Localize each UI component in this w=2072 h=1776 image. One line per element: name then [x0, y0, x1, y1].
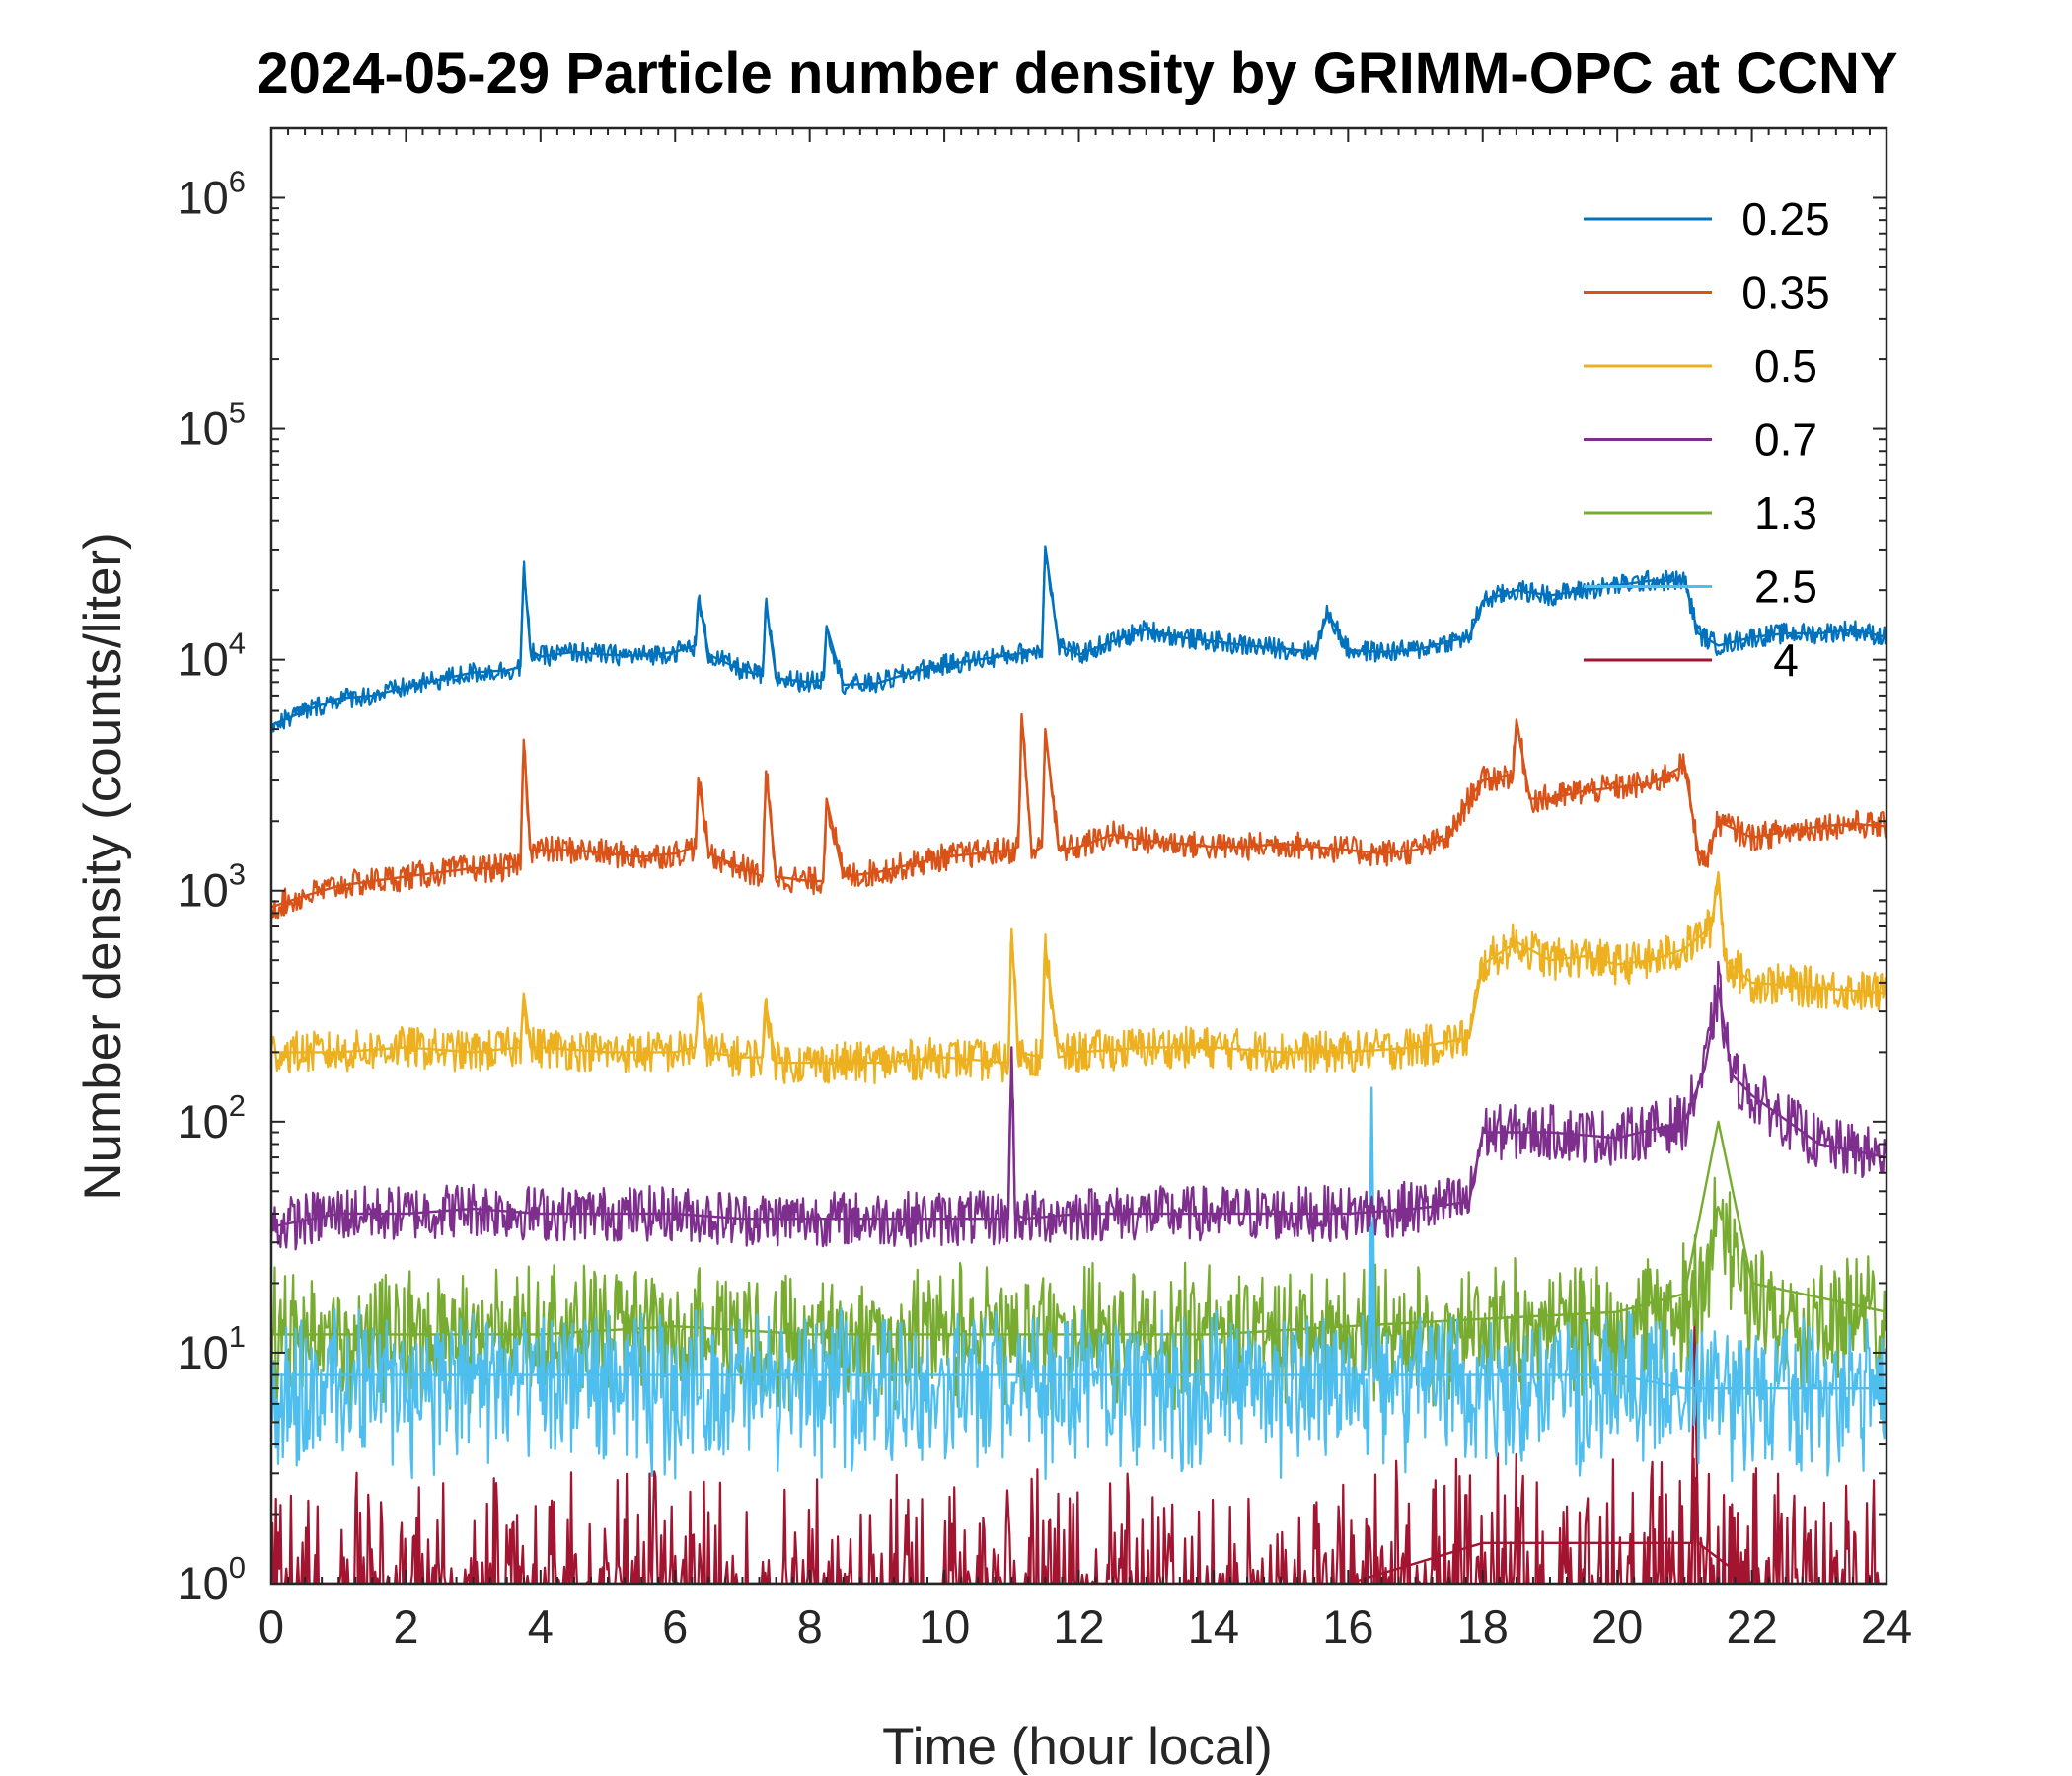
chart-title: 2024-05-29 Particle number density by GR… — [257, 41, 1897, 106]
series-trend-0.5 — [271, 871, 1887, 1065]
series-trend-0.7 — [271, 986, 1887, 1228]
y-tick-label: 102 — [177, 1088, 246, 1147]
series-trend-4 — [271, 1317, 1887, 1584]
series-line-0.35 — [271, 722, 1887, 920]
x-tick-label: 18 — [1457, 1600, 1509, 1653]
legend-label-0.25: 0.25 — [1741, 193, 1830, 245]
series-trend-0.25 — [271, 545, 1887, 727]
x-tick-label: 4 — [528, 1600, 554, 1653]
legend-label-0.5: 0.5 — [1754, 340, 1817, 392]
x-tick-label: 14 — [1188, 1600, 1239, 1653]
y-tick-label: 106 — [177, 164, 246, 223]
x-axis-label: Time (hour local) — [882, 1718, 1273, 1776]
series-trend-0.35 — [271, 712, 1887, 909]
x-tick-label: 0 — [259, 1600, 284, 1653]
tick-labels: 0 2 4 6 8 10 12 14 16 18 20 22 241001011021031041051… — [177, 164, 1912, 1653]
series-line-0.7 — [271, 960, 1887, 1251]
y-tick-label: 101 — [177, 1319, 246, 1378]
x-tick-label: 2 — [393, 1600, 418, 1653]
x-tick-label: 10 — [919, 1600, 970, 1653]
x-tick-label: 12 — [1053, 1600, 1104, 1653]
series-line-0.25 — [271, 554, 1887, 733]
y-tick-label: 100 — [177, 1550, 246, 1609]
series-line-2.5 — [271, 1221, 1887, 1483]
y-tick-label: 105 — [177, 396, 246, 455]
legend-label-1.3: 1.3 — [1754, 487, 1817, 539]
plot-lines — [271, 545, 1887, 1584]
legend: 0.25 0.35 0.5 0.7 1.3 2.5 4 — [1584, 193, 1830, 686]
axes — [269, 126, 1888, 1586]
x-tick-label: 16 — [1322, 1600, 1373, 1653]
legend-label-2.5: 2.5 — [1754, 561, 1817, 613]
y-axis-label: Number density (counts/liter) — [74, 532, 132, 1200]
y-tick-label: 104 — [177, 627, 246, 686]
series-line-0.5 — [271, 881, 1887, 1085]
legend-label-0.7: 0.7 — [1754, 414, 1817, 466]
y-tick-label: 103 — [177, 857, 246, 917]
legend-label-0.35: 0.35 — [1741, 267, 1830, 319]
legend-label-4: 4 — [1773, 634, 1799, 686]
x-tick-label: 8 — [797, 1600, 823, 1653]
series-trend-2.5 — [271, 1086, 1887, 1390]
x-tick-label: 6 — [662, 1600, 688, 1653]
x-tick-label: 22 — [1726, 1600, 1777, 1653]
x-tick-label: 20 — [1591, 1600, 1643, 1653]
x-tick-label: 24 — [1861, 1600, 1912, 1653]
